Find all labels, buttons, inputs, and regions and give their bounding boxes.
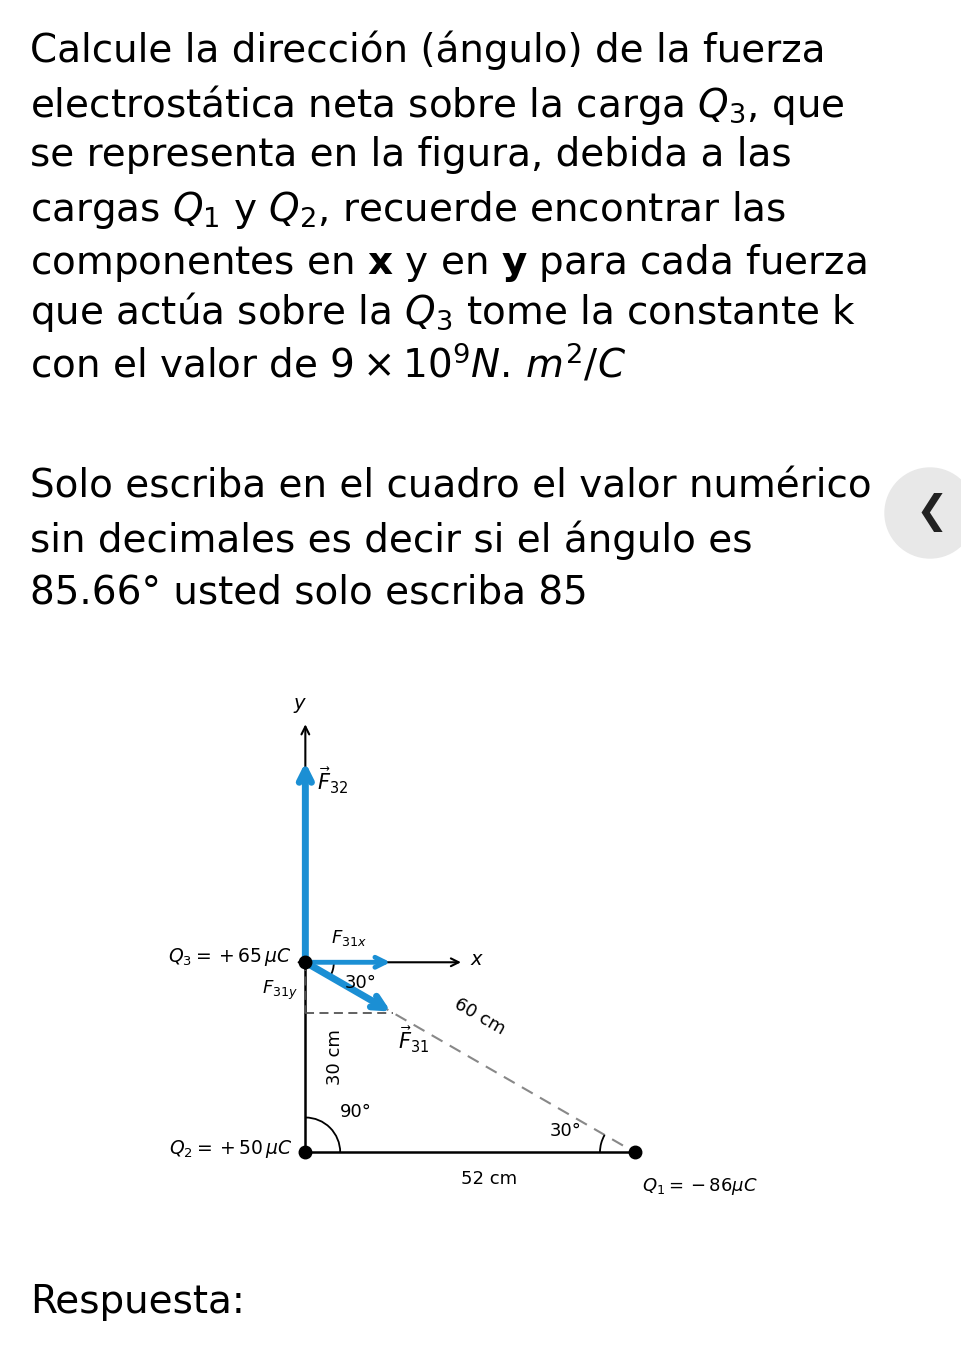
Text: 30 cm: 30 cm (325, 1029, 343, 1085)
Text: 60 cm: 60 cm (451, 995, 507, 1038)
Text: que actúa sobre la $Q_3$ tome la constante k: que actúa sobre la $Q_3$ tome la constan… (30, 290, 855, 334)
Text: Respuesta:: Respuesta: (30, 1283, 245, 1321)
Text: $\vec{F}_{31}$: $\vec{F}_{31}$ (398, 1025, 430, 1055)
Text: $Q_3 = +65\,\mu C$: $Q_3 = +65\,\mu C$ (167, 947, 291, 969)
Text: $Q_1 = -86\mu C$: $Q_1 = -86\mu C$ (642, 1176, 757, 1197)
Text: 30°: 30° (344, 974, 376, 992)
Text: $x$: $x$ (470, 949, 483, 969)
Text: 90°: 90° (340, 1103, 372, 1120)
Text: $y$: $y$ (293, 696, 308, 715)
Text: 30°: 30° (549, 1122, 580, 1140)
Text: se representa en la figura, debida a las: se representa en la figura, debida a las (30, 135, 791, 174)
Text: 52 cm: 52 cm (460, 1170, 517, 1187)
Text: $F_{31x}$: $F_{31x}$ (331, 929, 367, 948)
Circle shape (884, 468, 961, 558)
Text: Solo escriba en el cuadro el valor numérico: Solo escriba en el cuadro el valor numér… (30, 468, 871, 506)
Text: cargas $Q_1$ y $Q_2$, recuerde encontrar las: cargas $Q_1$ y $Q_2$, recuerde encontrar… (30, 189, 785, 231)
Text: $F_{31y}$: $F_{31y}$ (261, 978, 298, 1001)
Text: Calcule la dirección (ángulo) de la fuerza: Calcule la dirección (ángulo) de la fuer… (30, 30, 825, 70)
Text: ❮: ❮ (915, 494, 948, 532)
Text: 85.66° usted solo escriba 85: 85.66° usted solo escriba 85 (30, 575, 587, 611)
Text: $\vec{F}_{32}$: $\vec{F}_{32}$ (316, 766, 348, 796)
Text: con el valor de $9 \times 10^{9} N.\, m^{2}/C$: con el valor de $9 \times 10^{9} N.\, m^… (30, 343, 626, 386)
Text: componentes en $\mathbf{x}$ y en $\mathbf{y}$ para cada fuerza: componentes en $\mathbf{x}$ y en $\mathb… (30, 242, 866, 285)
Text: $Q_2 = +50\,\mu C$: $Q_2 = +50\,\mu C$ (169, 1138, 292, 1160)
Text: electrostática neta sobre la carga $Q_3$, que: electrostática neta sobre la carga $Q_3$… (30, 83, 844, 127)
Text: sin decimales es decir si el ángulo es: sin decimales es decir si el ángulo es (30, 521, 752, 561)
